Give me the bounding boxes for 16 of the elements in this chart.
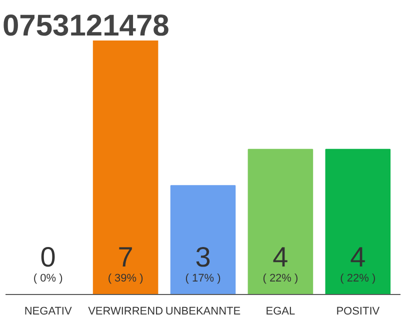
data-label: 4 bbox=[272, 242, 288, 272]
annotation: ( 39% ) bbox=[108, 272, 144, 284]
x-tick-label: UNBEKANNTE bbox=[165, 306, 241, 318]
annotation: ( 17% ) bbox=[185, 272, 221, 284]
annotation: ( 22% ) bbox=[340, 272, 376, 284]
x-tick-label: VERWIRREND bbox=[88, 306, 164, 318]
data-label: 0 bbox=[40, 242, 56, 272]
annotation: ( 0% ) bbox=[33, 272, 63, 284]
x-tick-label: EGAL bbox=[266, 306, 296, 318]
x-tick-label: POSITIV bbox=[336, 306, 380, 318]
data-label: 3 bbox=[195, 242, 211, 272]
data-label: 7 bbox=[118, 242, 134, 272]
annotation: ( 22% ) bbox=[262, 272, 298, 284]
data-label: 4 bbox=[350, 242, 366, 272]
chart-title: 0753121478 bbox=[2, 10, 170, 42]
x-tick-label: NEGATIV bbox=[24, 306, 72, 318]
